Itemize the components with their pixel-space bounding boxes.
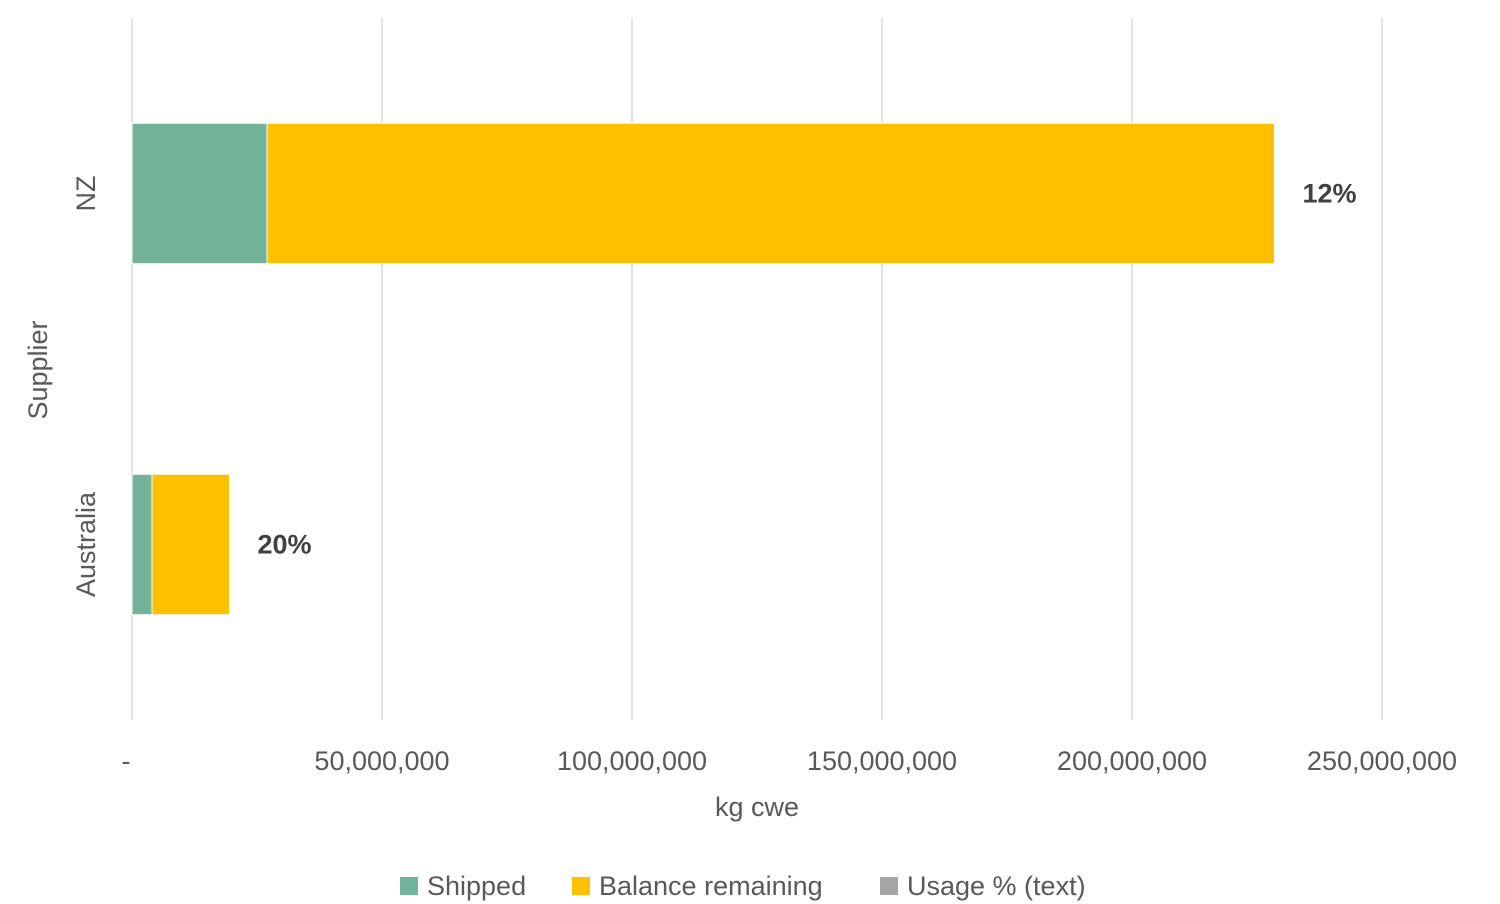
bar-australia-1	[151, 473, 230, 616]
legend-label-1: Balance remaining	[599, 871, 823, 901]
data-label-nz: 12%	[1303, 179, 1357, 209]
legend-swatch-2	[880, 877, 898, 895]
data-label-australia: 20%	[258, 530, 312, 560]
x-tick-label: 200,000,000	[1057, 746, 1207, 776]
y-axis-title: Supplier	[23, 320, 53, 419]
y-axis-category-labels: NZ Australia	[71, 176, 101, 598]
legend-label-0: Shipped	[427, 871, 526, 901]
data-labels: 12% 20%	[258, 179, 1357, 560]
x-axis-title: kg cwe	[715, 792, 799, 822]
legend: Shipped Balance remaining Usage % (text)	[400, 871, 1086, 901]
bar-nz-1	[266, 122, 1275, 265]
bar-nz-0	[131, 122, 268, 265]
legend-swatch-0	[400, 877, 418, 895]
x-axis-tick-labels: - 50,000,000 100,000,000 150,000,000 200,000…	[122, 746, 1458, 776]
x-tick-label: 250,000,000	[1307, 746, 1457, 776]
x-tick-label: 150,000,000	[807, 746, 957, 776]
bar-australia-0	[131, 473, 153, 616]
x-tick-label: 50,000,000	[314, 746, 449, 776]
y-category-label: NZ	[71, 176, 101, 212]
legend-label-2: Usage % (text)	[907, 871, 1086, 901]
y-category-label: Australia	[71, 491, 101, 597]
legend-swatch-1	[572, 877, 590, 895]
x-tick-label: 100,000,000	[557, 746, 707, 776]
x-tick-label: -	[122, 746, 131, 776]
bars	[131, 122, 1275, 616]
